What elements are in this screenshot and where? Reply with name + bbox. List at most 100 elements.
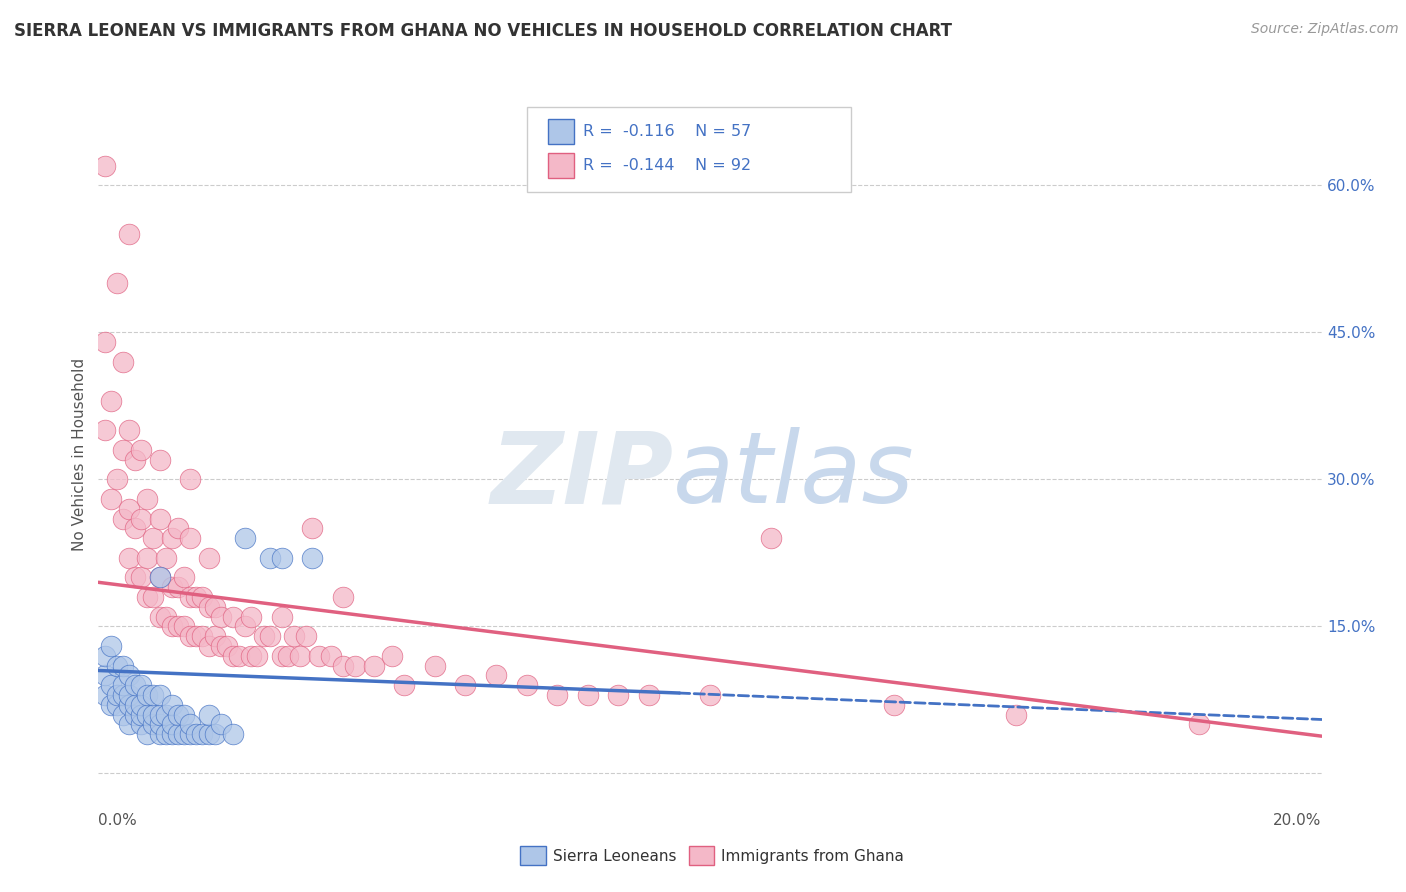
Point — [233, 619, 256, 633]
Point — [179, 727, 201, 741]
Text: ZIP: ZIP — [491, 427, 673, 524]
Point — [173, 707, 195, 722]
Point — [136, 491, 159, 506]
Point — [270, 609, 292, 624]
Point — [160, 717, 183, 731]
Point — [111, 678, 134, 692]
Point — [100, 678, 122, 692]
Point — [186, 727, 208, 741]
Point — [204, 629, 226, 643]
Point — [179, 717, 201, 731]
Point — [381, 648, 404, 663]
Point — [124, 452, 146, 467]
Point — [160, 727, 183, 741]
Point — [319, 648, 342, 663]
Point — [454, 678, 477, 692]
Point — [1004, 707, 1026, 722]
Point — [129, 707, 152, 722]
Point — [283, 629, 305, 643]
Point — [246, 648, 269, 663]
Point — [100, 491, 122, 506]
Point — [179, 472, 201, 486]
Point — [142, 707, 165, 722]
Point — [160, 619, 183, 633]
Point — [516, 678, 538, 692]
Point — [155, 609, 177, 624]
Point — [233, 531, 256, 545]
Point — [392, 678, 416, 692]
Point — [149, 511, 172, 525]
Text: atlas: atlas — [673, 427, 915, 524]
Point — [290, 648, 312, 663]
Point — [129, 717, 152, 731]
Point — [124, 521, 146, 535]
Point — [423, 658, 446, 673]
Point — [277, 648, 299, 663]
Point — [149, 570, 172, 584]
Point — [301, 550, 323, 565]
Point — [197, 639, 219, 653]
Text: Sierra Leoneans: Sierra Leoneans — [553, 849, 676, 863]
Point — [129, 443, 152, 458]
Point — [759, 531, 782, 545]
Point — [209, 609, 232, 624]
Point — [105, 277, 128, 291]
Point — [197, 550, 219, 565]
Text: Immigrants from Ghana: Immigrants from Ghana — [721, 849, 904, 863]
Point — [105, 658, 128, 673]
Text: Source: ZipAtlas.com: Source: ZipAtlas.com — [1251, 22, 1399, 37]
Point — [883, 698, 905, 712]
Point — [142, 717, 165, 731]
Point — [240, 609, 263, 624]
Point — [167, 707, 190, 722]
Point — [118, 501, 141, 516]
Point — [179, 531, 201, 545]
Point — [332, 658, 354, 673]
Point — [142, 590, 165, 604]
Point — [637, 688, 661, 702]
Point — [111, 658, 134, 673]
Point — [173, 619, 195, 633]
Point — [111, 355, 134, 369]
Point — [215, 639, 238, 653]
Point — [222, 609, 245, 624]
Point — [149, 452, 172, 467]
Point — [204, 599, 226, 614]
Point — [209, 639, 232, 653]
Point — [142, 688, 165, 702]
Point — [118, 227, 141, 242]
Point — [118, 717, 141, 731]
Point — [118, 688, 141, 702]
Text: R =  -0.116    N = 57: R = -0.116 N = 57 — [583, 124, 752, 138]
Point — [129, 570, 152, 584]
Point — [179, 629, 201, 643]
Point — [259, 629, 281, 643]
Point — [259, 550, 281, 565]
Point — [228, 648, 250, 663]
Point — [149, 570, 172, 584]
Point — [149, 727, 172, 741]
Point — [136, 688, 159, 702]
Point — [240, 648, 263, 663]
Point — [100, 698, 122, 712]
Point — [167, 580, 190, 594]
Text: SIERRA LEONEAN VS IMMIGRANTS FROM GHANA NO VEHICLES IN HOUSEHOLD CORRELATION CHA: SIERRA LEONEAN VS IMMIGRANTS FROM GHANA … — [14, 22, 952, 40]
Point — [197, 707, 219, 722]
Point — [149, 707, 172, 722]
Point — [191, 590, 214, 604]
Point — [270, 550, 292, 565]
Point — [155, 707, 177, 722]
Point — [111, 688, 134, 702]
Point — [485, 668, 508, 682]
Text: 20.0%: 20.0% — [1274, 813, 1322, 828]
Point — [191, 629, 214, 643]
Point — [191, 727, 214, 741]
Point — [167, 521, 190, 535]
Point — [129, 511, 152, 525]
Point — [607, 688, 630, 702]
Point — [149, 609, 172, 624]
Point — [270, 648, 292, 663]
Point — [301, 521, 323, 535]
Point — [124, 707, 146, 722]
Point — [197, 599, 219, 614]
